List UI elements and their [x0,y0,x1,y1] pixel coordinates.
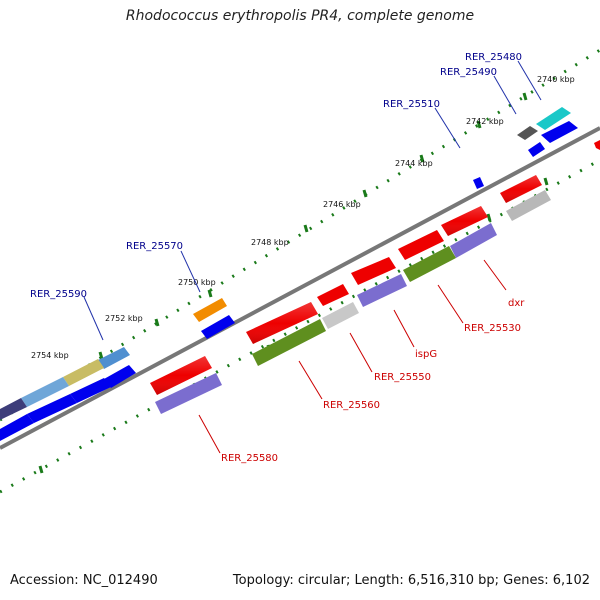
cds-arrow-forward[interactable] [528,142,545,157]
gene-label-forward[interactable]: RER_25480 [465,52,522,63]
tick-label: 2754 kbp [31,351,69,360]
gene-label-forward[interactable]: RER_25590 [30,289,87,300]
gene-label-reverse[interactable]: RER_25560 [323,400,380,411]
cds-arrow-reverse[interactable] [317,284,349,306]
cds-arrow-forward[interactable] [27,394,77,423]
gene-label-reverse[interactable]: RER_25550 [374,372,431,383]
gene-feature[interactable] [98,347,130,369]
tick-label: 2740 kbp [537,75,575,84]
gene-feature-rer25480[interactable] [536,107,571,130]
forward-features [0,107,600,441]
tick-label: 2748 kbp [251,238,289,247]
gene-feature[interactable] [63,359,104,386]
gene-feature[interactable] [450,223,497,258]
cds-arrow-forward[interactable] [541,121,578,143]
cds-arrow-forward[interactable] [104,365,136,388]
genome-summary-text: Topology: circular; Length: 6,516,310 bp… [232,573,590,588]
gene-label-reverse[interactable]: ispG [415,349,437,360]
gene-feature[interactable] [357,274,407,307]
tick-label: 2752 kbp [105,314,143,323]
cds-arrow-reverse[interactable] [398,230,444,260]
gene-label-forward[interactable]: RER_25570 [126,241,183,252]
gene-feature-rer25490[interactable] [517,126,538,140]
map-title: Rhodococcus erythropolis PR4, complete g… [125,8,475,24]
gene-label-forward[interactable]: RER_25490 [440,67,497,78]
cds-arrow-reverse-edge[interactable] [594,140,600,150]
cds-arrow-reverse[interactable] [351,257,396,285]
tick-label: 2746 kbp [323,200,361,209]
cds-arrow-forward[interactable] [70,378,111,403]
gene-label-reverse[interactable]: RER_25580 [221,453,278,464]
gene-label-forward[interactable]: RER_25510 [383,99,440,110]
gene-label-reverse[interactable]: RER_25530 [464,323,521,334]
gene-feature[interactable] [0,398,27,420]
gene-feature[interactable] [155,373,222,414]
tick-label: 2750 kbp [178,278,216,287]
gene-feature[interactable] [322,302,359,329]
cds-arrow-forward[interactable] [473,177,484,189]
gene-label-reverse[interactable]: dxr [508,298,525,309]
gene-feature[interactable] [403,246,456,282]
reverse-leader-lines [198,259,507,454]
gene-feature[interactable] [506,190,551,221]
forward-leader-lines [83,60,542,341]
major-ticks [38,92,549,474]
accession-text: Accession: NC_012490 [10,573,158,588]
gene-feature[interactable] [252,319,326,366]
genome-backbone [0,126,600,450]
cds-arrow-forward[interactable] [201,315,235,339]
tick-label: 2744 kbp [395,159,433,168]
gene-feature-rer25570[interactable] [193,298,227,322]
gene-feature[interactable] [21,377,69,407]
cds-arrow-forward[interactable] [0,414,34,441]
tick-label: 2742 kbp [466,117,504,126]
scale-ruler-outer [0,48,600,422]
